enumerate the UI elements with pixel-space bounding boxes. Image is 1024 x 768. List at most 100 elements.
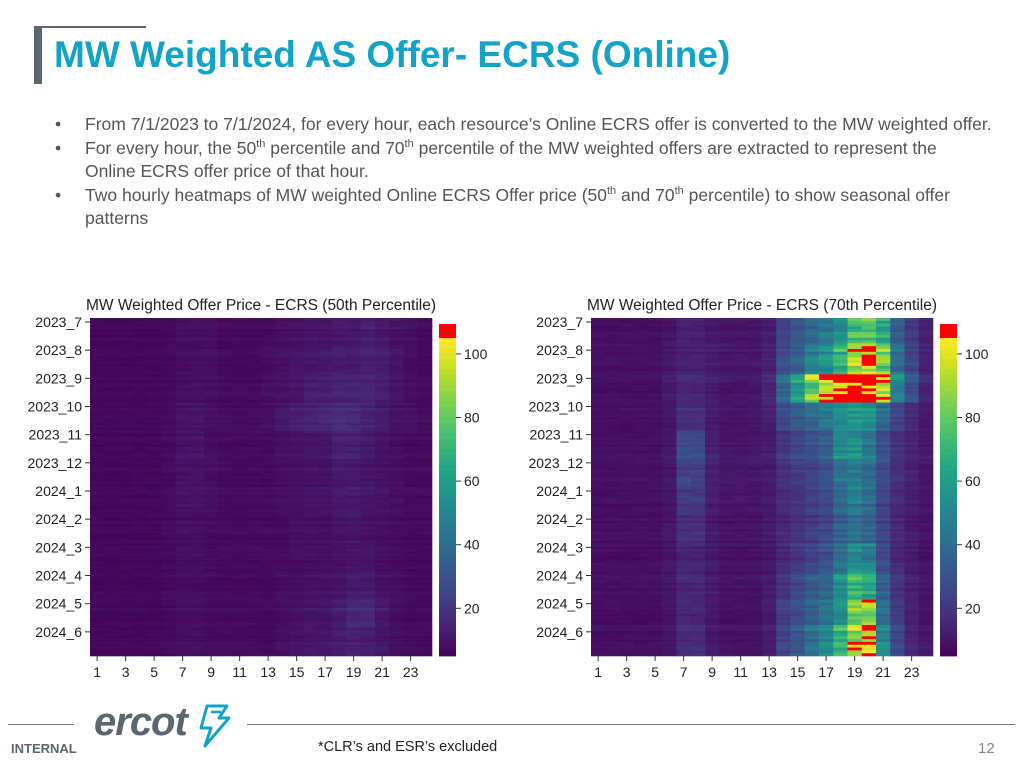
heatmap-cell bbox=[605, 346, 620, 350]
heatmap-cell bbox=[690, 368, 706, 372]
heatmap-cell bbox=[261, 467, 276, 471]
heatmap-cell bbox=[275, 351, 290, 355]
heatmap-cell bbox=[175, 577, 191, 581]
heatmap-cell bbox=[375, 622, 390, 626]
heatmap-cell bbox=[833, 320, 848, 324]
heatmap-cell bbox=[332, 388, 347, 392]
heatmap-cell bbox=[232, 332, 248, 336]
heatmap-cell bbox=[676, 334, 692, 339]
heatmap-cell bbox=[175, 619, 191, 623]
heatmap-cell bbox=[204, 630, 219, 634]
heatmap-cell bbox=[705, 472, 720, 477]
heatmap-cell bbox=[218, 385, 233, 389]
heatmap-cell bbox=[90, 641, 105, 646]
heatmap-cell bbox=[318, 354, 333, 358]
heatmap-cell bbox=[261, 588, 276, 592]
heatmap-cell bbox=[747, 326, 763, 330]
heatmap-cell bbox=[690, 489, 706, 493]
heatmap-cell bbox=[876, 385, 891, 389]
heatmap-cell bbox=[417, 489, 433, 493]
heatmap-cell bbox=[318, 343, 333, 347]
heatmap-cell bbox=[591, 534, 606, 538]
heatmap-cell bbox=[246, 357, 262, 361]
colorbar-segment bbox=[439, 629, 456, 636]
heatmap-cell bbox=[389, 613, 404, 617]
heatmap-cell bbox=[204, 447, 219, 451]
heatmap-cell bbox=[303, 441, 319, 446]
heatmap-cell bbox=[375, 453, 390, 457]
heatmap-cell bbox=[747, 394, 763, 398]
heatmap-cell bbox=[676, 543, 692, 547]
heatmap-cell bbox=[662, 509, 677, 513]
heatmap-cell bbox=[161, 512, 176, 516]
heatmap-cell bbox=[662, 532, 677, 536]
heatmap-cell bbox=[833, 374, 848, 378]
heatmap-cell bbox=[218, 326, 233, 330]
heatmap-cell bbox=[275, 441, 290, 446]
colorbar-segment bbox=[439, 613, 456, 620]
heatmap-cell bbox=[161, 346, 176, 350]
heatmap-cell bbox=[289, 402, 305, 406]
heatmap-cell bbox=[118, 610, 134, 615]
heatmap-cell bbox=[161, 472, 176, 477]
heatmap-cell bbox=[161, 594, 176, 598]
heatmap-cell bbox=[847, 515, 863, 519]
heatmap-cell bbox=[733, 492, 749, 496]
heatmap-cell bbox=[776, 517, 791, 522]
heatmap-cell bbox=[332, 416, 347, 420]
heatmap-cell bbox=[733, 396, 749, 400]
heatmap-cell bbox=[246, 478, 262, 482]
heatmap-cell bbox=[147, 343, 162, 347]
heatmap-cell bbox=[762, 439, 777, 443]
heatmap-cell bbox=[762, 410, 777, 415]
heatmap-cell bbox=[147, 506, 162, 510]
heatmap-cell bbox=[161, 396, 176, 400]
heatmap-cell bbox=[275, 472, 290, 477]
heatmap-cell bbox=[776, 425, 791, 429]
heatmap-cell bbox=[132, 351, 148, 355]
heatmap-cell bbox=[261, 560, 276, 564]
heatmap-cell bbox=[246, 537, 262, 541]
heatmap-cell bbox=[275, 332, 290, 336]
heatmap-cell bbox=[417, 371, 433, 375]
heatmap-cell bbox=[232, 320, 248, 324]
heatmap-cell bbox=[819, 517, 834, 522]
heatmap-cell bbox=[747, 318, 763, 322]
heatmap-cell bbox=[346, 540, 362, 544]
heatmap-cell bbox=[904, 405, 920, 409]
heatmap-cell bbox=[633, 481, 649, 485]
heatmap-cell bbox=[690, 517, 706, 522]
heatmap-cell bbox=[118, 506, 134, 510]
heatmap-cell bbox=[705, 478, 720, 482]
heatmap-cell bbox=[90, 622, 105, 626]
heatmap-cell bbox=[161, 625, 176, 629]
heatmap-cell bbox=[132, 487, 148, 491]
heatmap-cell bbox=[332, 439, 347, 443]
heatmap-cell bbox=[275, 512, 290, 516]
heatmap-cell bbox=[904, 436, 920, 440]
heatmap-cell bbox=[346, 605, 362, 609]
heatmap-cell bbox=[375, 540, 390, 544]
heatmap-cell bbox=[218, 560, 233, 564]
heatmap-cell bbox=[332, 402, 347, 406]
heatmap-cell bbox=[705, 399, 720, 403]
heatmap-cell bbox=[246, 503, 262, 508]
heatmap-cell bbox=[776, 526, 791, 530]
heatmap-cell bbox=[648, 467, 663, 471]
heatmap-cell bbox=[705, 388, 720, 392]
heatmap-cell bbox=[360, 568, 376, 572]
heatmap-cell bbox=[733, 405, 749, 409]
heatmap-cell bbox=[189, 503, 205, 508]
heatmap-cell bbox=[890, 509, 905, 513]
heatmap-cell bbox=[804, 334, 820, 339]
heatmap-cell bbox=[690, 543, 706, 547]
heatmap-cell bbox=[733, 441, 749, 446]
heatmap-cell bbox=[275, 543, 290, 547]
heatmap-cell bbox=[762, 348, 777, 353]
heatmap-cell bbox=[403, 467, 419, 471]
heatmap-cell bbox=[719, 472, 734, 477]
heatmap-cell bbox=[733, 357, 749, 361]
heatmap-cell bbox=[175, 320, 191, 324]
heatmap-cell bbox=[375, 318, 390, 322]
heatmap-cell bbox=[876, 374, 891, 378]
